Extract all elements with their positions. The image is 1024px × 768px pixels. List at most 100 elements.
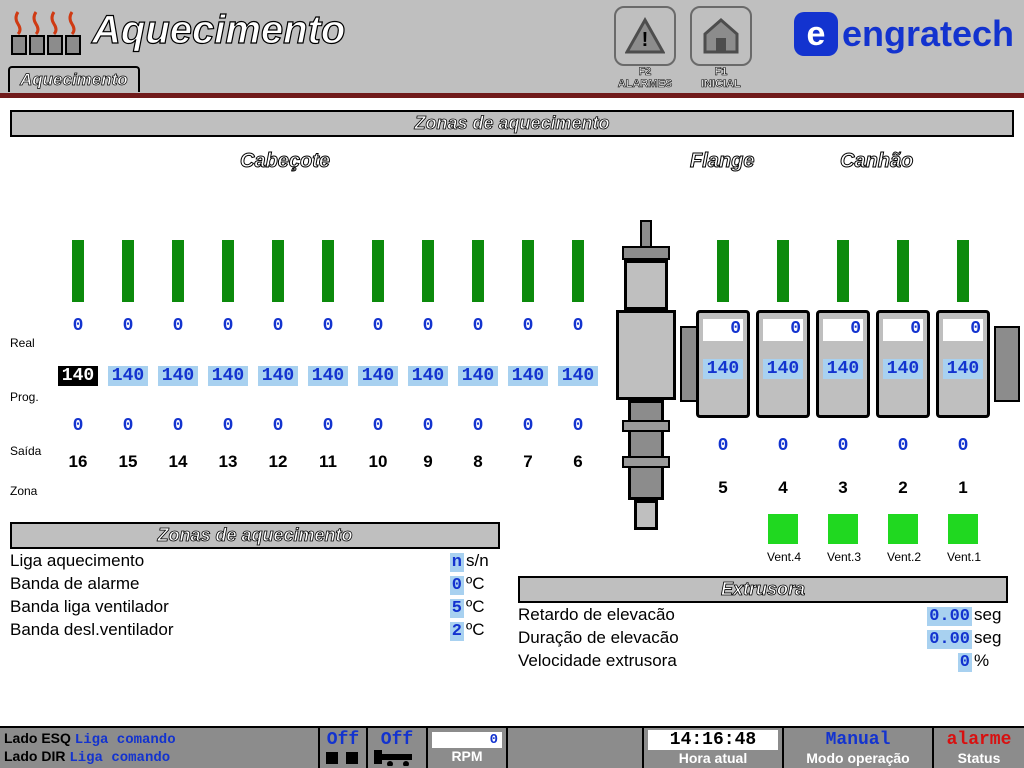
vent-label: Vent.1	[936, 550, 992, 564]
zone-number: 16	[56, 452, 100, 472]
zone-bar	[222, 240, 234, 302]
param-value[interactable]: n	[450, 553, 464, 572]
zone-bar	[522, 240, 534, 302]
zone-saida: 0	[556, 416, 600, 436]
zone-prog[interactable]: 140	[558, 366, 598, 386]
heating-param-row: Banda de alarme0ºC	[10, 574, 500, 595]
param-label: Duração de elevacão	[518, 628, 908, 649]
zone-col-2	[881, 240, 925, 302]
zone-prog[interactable]: 140	[763, 359, 803, 379]
zone-prog[interactable]: 140	[508, 366, 548, 386]
extruder-panel: Extrusora Retardo de elevacão0.00segDura…	[518, 576, 1008, 672]
sb-status: alarme Status	[934, 728, 1024, 768]
page-title: Aquecimento	[92, 8, 345, 53]
zone-col-4	[761, 240, 805, 302]
svg-text:!: !	[642, 29, 649, 51]
heating-params-title: Zonas de aquecimento	[10, 522, 500, 549]
zone-saida: 0	[206, 416, 250, 436]
zone-bar	[72, 240, 84, 302]
param-value[interactable]: 0	[450, 576, 464, 595]
zone-prog[interactable]: 140	[308, 366, 348, 386]
zones-section-title: Zonas de aquecimento	[10, 110, 1014, 137]
zone-real: 0	[406, 316, 450, 336]
zone-prog[interactable]: 140	[703, 359, 743, 379]
zone-real: 0	[206, 316, 250, 336]
zone-number: 13	[206, 452, 250, 472]
zone-number: 6	[556, 452, 600, 472]
zone-bar	[777, 240, 789, 302]
zone-prog[interactable]: 140	[883, 359, 923, 379]
param-unit: seg	[972, 605, 1008, 626]
zone-prog[interactable]: 140	[108, 366, 148, 386]
zone-real: 0	[256, 316, 300, 336]
param-value[interactable]: 5	[450, 599, 464, 618]
zone-bar	[122, 240, 134, 302]
vent-label: Vent.3	[816, 550, 872, 564]
zone-bar	[957, 240, 969, 302]
zone-saida: 0	[941, 436, 985, 456]
vent-indicator-4	[768, 514, 798, 544]
heating-icon	[8, 8, 84, 58]
zone-col-5	[701, 240, 745, 302]
page-tab[interactable]: Aquecimento	[8, 66, 140, 92]
zone-number: 3	[821, 478, 865, 498]
alarms-button-label: F2ALARMES	[609, 66, 681, 90]
param-unit: ºC	[464, 597, 500, 618]
zone-bar	[472, 240, 484, 302]
home-button[interactable]	[690, 6, 752, 66]
zone-prog[interactable]: 140	[258, 366, 298, 386]
zone-number: 9	[406, 452, 450, 472]
extruder-graphic	[606, 220, 686, 550]
zone-bar	[422, 240, 434, 302]
zone-prog[interactable]: 140	[158, 366, 198, 386]
heater-zone-5: 0 140	[696, 310, 750, 418]
zone-col-7: 014007	[506, 240, 550, 472]
sb-off2[interactable]: Off	[368, 728, 428, 768]
vent-indicator-2	[888, 514, 918, 544]
param-value[interactable]: 0.00	[927, 630, 972, 649]
zone-number: 2	[881, 478, 925, 498]
label-saida: Saída	[10, 444, 41, 458]
param-value[interactable]: 0	[958, 653, 972, 672]
zone-col-13: 0 140 0 13	[206, 240, 250, 472]
heating-param-row: Banda desl.ventilador2ºC	[10, 620, 500, 641]
zone-col-6: 014006	[556, 240, 600, 472]
heater-zone-1: 0140	[936, 310, 990, 418]
home-button-label: F1INICIAL	[685, 66, 757, 90]
zone-prog[interactable]: 140	[358, 366, 398, 386]
zone-saida: 0	[256, 416, 300, 436]
zone-below-3: 03	[821, 436, 865, 498]
heating-param-row: Banda liga ventilador5ºC	[10, 597, 500, 618]
heater-zone-3: 0 140	[816, 310, 870, 418]
extruder-param-row: Velocidade extrusora0%	[518, 651, 1008, 672]
zone-bar	[372, 240, 384, 302]
sb-mode: Manual Modo operação	[784, 728, 934, 768]
alarms-button[interactable]: !	[614, 6, 676, 66]
zone-number: 15	[106, 452, 150, 472]
zone-bar	[837, 240, 849, 302]
zone-prog[interactable]: 140	[58, 366, 98, 386]
label-zona: Zona	[10, 484, 37, 498]
zone-prog[interactable]: 140	[943, 359, 983, 379]
zone-col-8: 014008	[456, 240, 500, 472]
zone-number: 4	[761, 478, 805, 498]
zone-prog[interactable]: 140	[823, 359, 863, 379]
carriage-icon	[372, 750, 420, 766]
param-value[interactable]: 0.00	[927, 607, 972, 626]
zone-real: 0	[823, 319, 863, 341]
zone-col-1	[941, 240, 985, 302]
param-value[interactable]: 2	[450, 622, 464, 641]
zone-prog[interactable]: 140	[408, 366, 448, 386]
zone-real: 0	[883, 319, 923, 341]
brand-logo: e engratech	[794, 12, 1014, 56]
zone-saida: 0	[701, 436, 745, 456]
param-unit: seg	[972, 628, 1008, 649]
zone-real: 0	[456, 316, 500, 336]
zone-prog[interactable]: 140	[208, 366, 248, 386]
mold-icon	[324, 750, 360, 766]
zone-col-14: 0140014	[156, 240, 200, 472]
zone-prog[interactable]: 140	[458, 366, 498, 386]
zone-real: 0	[703, 319, 743, 341]
sb-off1[interactable]: Off	[320, 728, 368, 768]
zone-col-16: 0140016	[56, 240, 100, 472]
